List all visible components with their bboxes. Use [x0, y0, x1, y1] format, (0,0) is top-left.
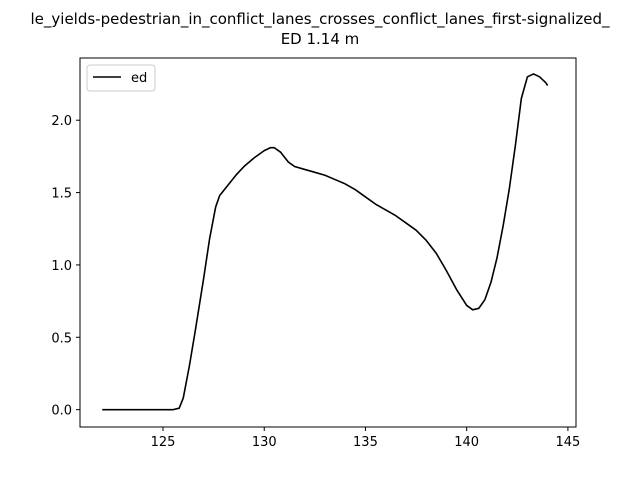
plot-frame	[79, 57, 577, 428]
x-tick-label: 145	[555, 435, 580, 450]
chart-title-line-1: le_yields-pedestrian_in_conflict_lanes_c…	[30, 10, 610, 28]
chart-title-line-2: ED 1.14 m	[280, 30, 360, 48]
legend: ed	[86, 64, 156, 92]
legend-label-ed: ed	[131, 71, 147, 86]
x-tick-label: 140	[454, 435, 479, 450]
x-tick-label: 135	[353, 435, 378, 450]
y-axis: 0.0 0.5 1.0 1.5 2.0	[51, 114, 80, 419]
x-axis: 125 130 135 140 145	[151, 427, 580, 450]
y-tick-label: 0.5	[51, 331, 72, 346]
series-line-ed	[102, 73, 549, 411]
x-tick-label: 125	[151, 435, 176, 450]
y-tick-label: 0.0	[51, 404, 72, 419]
x-tick-label: 130	[252, 435, 277, 450]
y-tick-label: 2.0	[51, 114, 72, 129]
series-layer	[102, 73, 549, 411]
y-tick-label: 1.5	[51, 187, 72, 202]
y-tick-label: 1.0	[51, 259, 72, 274]
legend-box	[86, 64, 156, 92]
